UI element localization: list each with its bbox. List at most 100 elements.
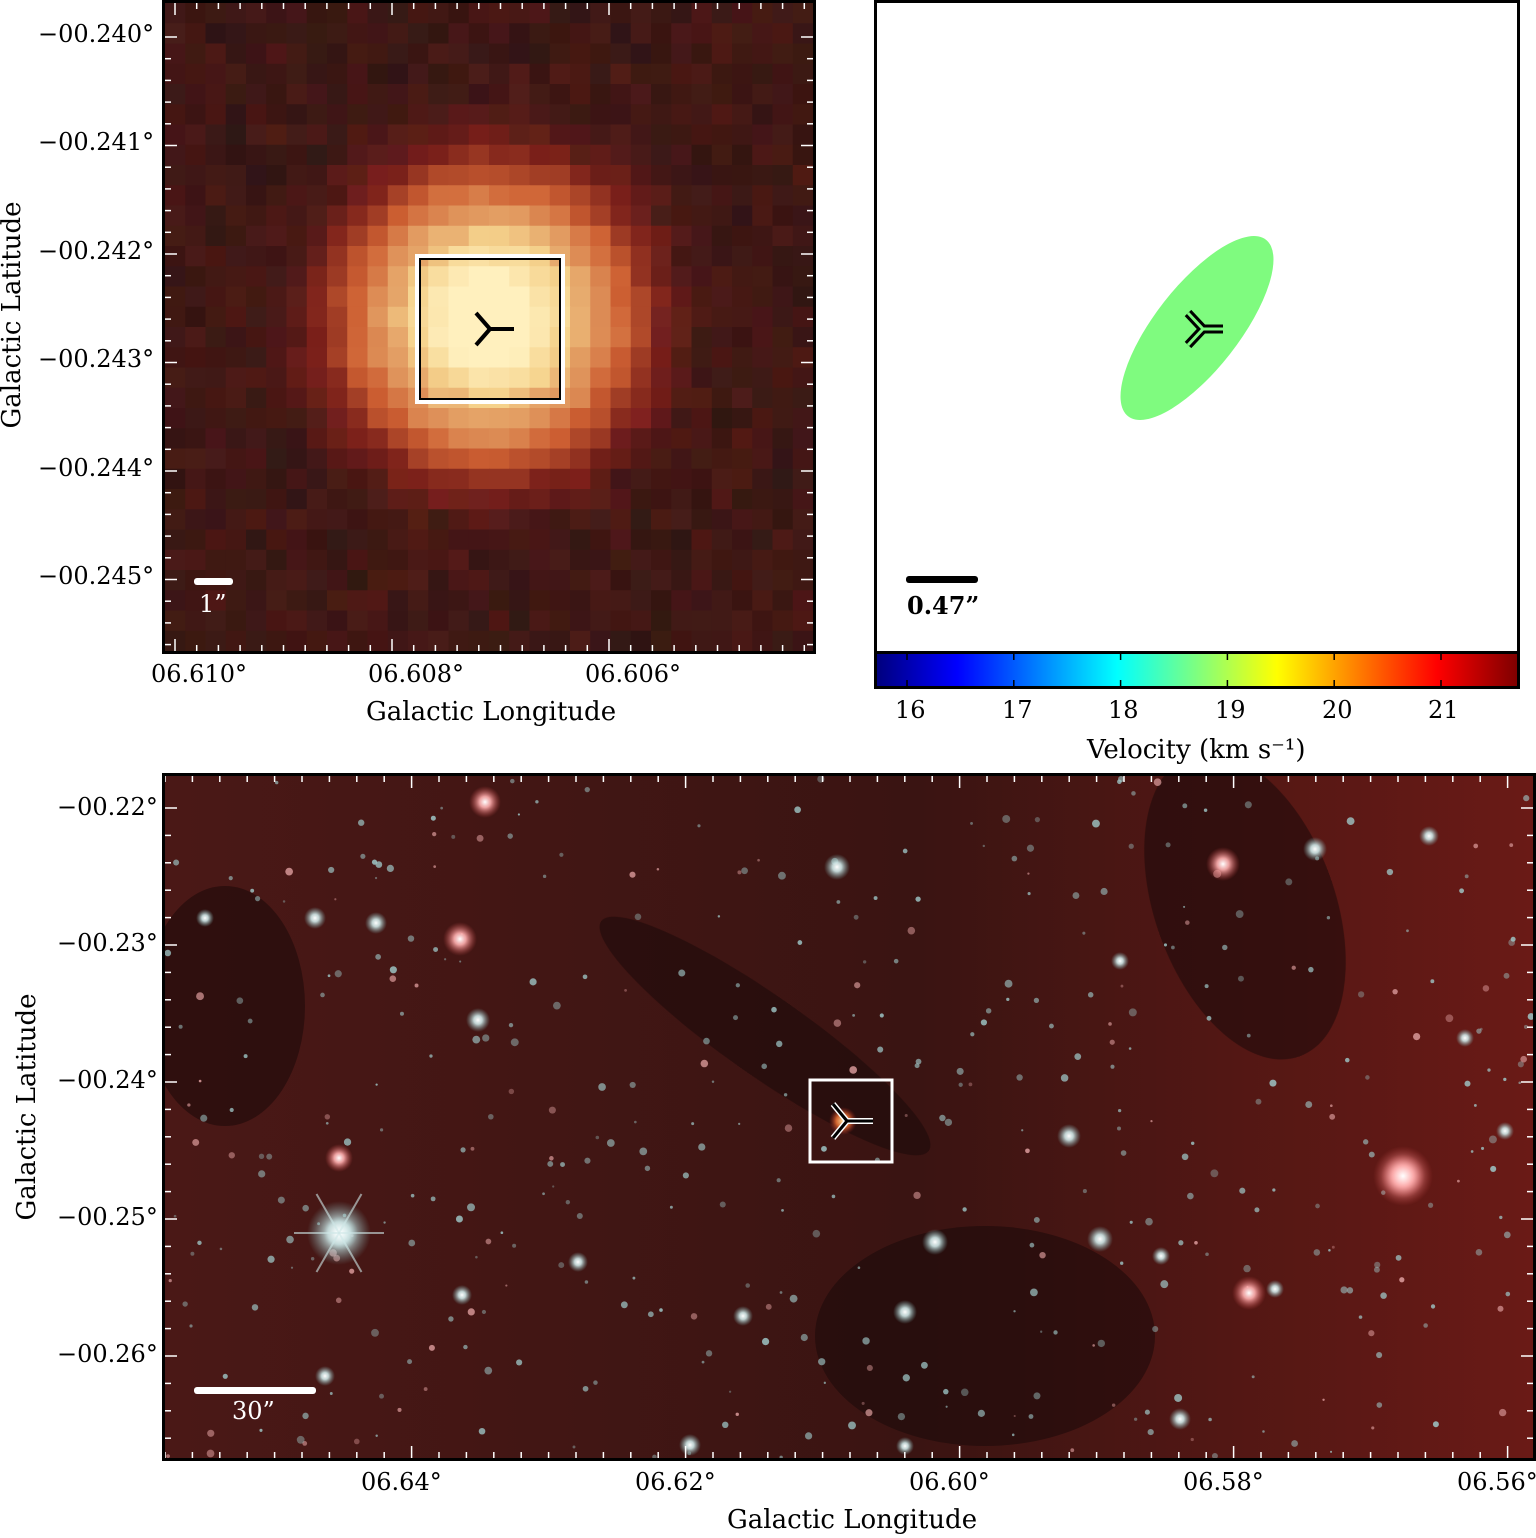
zoom-pixel <box>347 327 369 348</box>
wide-ytick: −00.26° <box>57 1340 158 1368</box>
zoom-pixel <box>165 489 186 510</box>
zoom-pixel <box>306 165 328 186</box>
star <box>1133 1417 1138 1421</box>
zoom-pixel <box>286 286 308 308</box>
star <box>1092 1344 1095 1347</box>
zoom-pixel <box>266 387 288 409</box>
zoom-pixel <box>671 590 693 612</box>
zoom-pixel <box>752 347 774 369</box>
star <box>1118 776 1125 783</box>
zoom-pixel <box>671 205 693 227</box>
zoom-pixel <box>286 529 308 551</box>
zoom-pixel <box>185 165 207 186</box>
zoom-pixel <box>246 448 267 470</box>
zoom-pixel <box>691 225 713 247</box>
zoom-ytick: −00.241° <box>38 128 155 156</box>
star <box>1487 1068 1491 1072</box>
zoom-pixel <box>651 549 672 571</box>
target-source <box>829 1107 857 1135</box>
zoom-pixel <box>489 23 510 45</box>
zoom-pixel <box>327 185 348 207</box>
star <box>1520 1055 1527 1063</box>
zoom-pixel <box>549 124 571 146</box>
star <box>1457 1179 1460 1183</box>
zoom-pixel <box>468 549 490 571</box>
zoom-pixel <box>468 144 490 166</box>
zoom-pixel <box>711 509 733 531</box>
star <box>516 1359 523 1366</box>
zoom-pixel <box>347 367 369 389</box>
zoom-pixel <box>570 347 591 369</box>
zoom-pixel <box>549 468 571 490</box>
star <box>1527 1013 1533 1020</box>
zoom-pixel <box>448 428 470 450</box>
zoom-pixel <box>286 144 308 166</box>
star <box>222 1373 228 1379</box>
wide-image <box>165 776 1533 1458</box>
star <box>634 1120 637 1124</box>
star <box>690 1313 698 1320</box>
zoom-pixel <box>489 165 510 186</box>
zoom-pixel <box>408 428 429 450</box>
zoom-pixel <box>347 570 369 591</box>
wide-ytick: −00.23° <box>57 929 158 957</box>
zoom-pixel <box>306 367 328 389</box>
wide-xtick: 06.58° <box>1183 1468 1264 1496</box>
star <box>173 859 180 866</box>
zoom-pixel <box>590 347 612 369</box>
zoom-pixel <box>327 306 348 328</box>
zoom-pixel <box>570 509 591 531</box>
zoom-pixel <box>306 144 328 166</box>
zoom-pixel <box>549 428 571 450</box>
star <box>285 867 293 876</box>
star <box>1329 1104 1333 1108</box>
zoom-pixel <box>752 205 774 227</box>
zoom-pixel <box>529 509 551 531</box>
zoom-pixel <box>651 124 672 146</box>
zoom-ytick: −00.245° <box>38 562 155 590</box>
star <box>1190 1437 1194 1442</box>
zoom-pixel <box>347 529 369 551</box>
star <box>553 1001 561 1010</box>
star <box>353 1438 360 1445</box>
zoom-pixel <box>225 630 247 651</box>
zoom-pixel <box>347 84 369 105</box>
zoom-pixel <box>509 630 531 651</box>
zoom-pixel <box>266 3 288 24</box>
zoom-pixel <box>671 549 693 571</box>
zoom-pixel <box>610 509 632 531</box>
zoom-pixel <box>772 448 794 470</box>
zoom-pixel <box>347 509 369 531</box>
zoom-pixel <box>448 549 470 571</box>
zoom-pixel <box>610 124 632 146</box>
zoom-pixel <box>752 468 774 490</box>
zoom-pixel <box>306 489 328 510</box>
zoom-pixel <box>711 590 733 612</box>
zoom-pixel <box>246 327 267 348</box>
star <box>229 1107 234 1113</box>
star <box>1430 979 1435 984</box>
zoom-pixel <box>509 306 531 328</box>
star <box>459 960 462 963</box>
star <box>1016 1074 1023 1081</box>
star <box>711 1080 715 1083</box>
zoom-xtick: 06.606° <box>585 660 681 688</box>
star <box>482 1034 490 1042</box>
velocity-panel: 0.47” <box>874 0 1520 654</box>
star <box>853 914 859 920</box>
star <box>277 1196 285 1204</box>
zoom-pixel <box>590 266 612 288</box>
zoom-pixel <box>630 590 652 612</box>
zoom-pixel <box>752 367 774 389</box>
zoom-pixel <box>570 23 591 45</box>
zoom-pixel <box>468 43 490 65</box>
zoom-pixel <box>711 63 733 85</box>
zoom-pixel <box>610 306 632 328</box>
star <box>852 1013 856 1017</box>
zoom-pixel <box>286 23 308 45</box>
zoom-pixel <box>711 84 733 105</box>
zoom-pixel <box>327 124 348 146</box>
zoom-pixel <box>185 610 207 632</box>
zoom-pixel <box>772 205 794 227</box>
zoom-pixel <box>246 144 267 166</box>
